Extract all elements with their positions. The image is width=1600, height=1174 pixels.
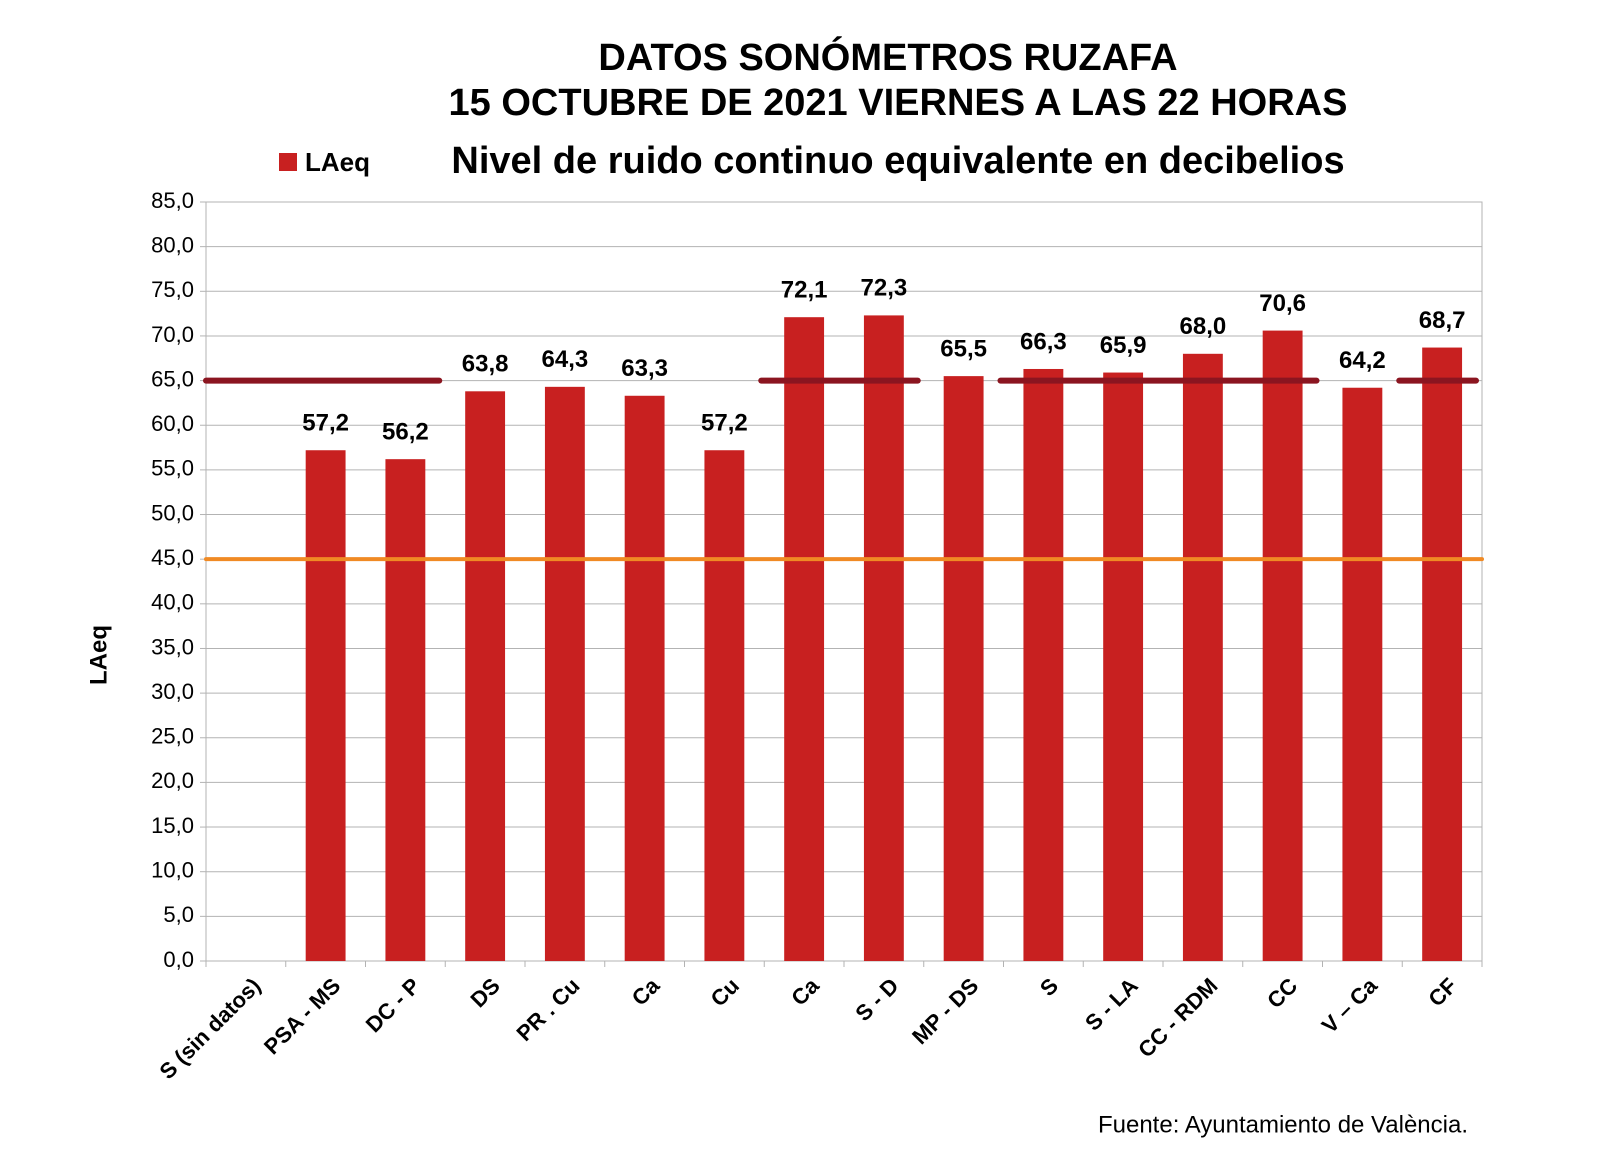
bar bbox=[465, 391, 506, 961]
y-tick-label: 15,0 bbox=[151, 813, 194, 838]
x-tick-label: CC - RDM bbox=[1133, 973, 1222, 1062]
data-label: 56,2 bbox=[382, 419, 429, 446]
y-tick-label: 45,0 bbox=[151, 545, 194, 570]
x-tick-label: DS bbox=[465, 973, 504, 1012]
data-label: 70,6 bbox=[1259, 290, 1306, 317]
bar bbox=[863, 315, 904, 961]
x-tick-label: Ca bbox=[627, 972, 665, 1010]
source: Fuente: Ayuntamiento de València. bbox=[1098, 1111, 1468, 1138]
bar bbox=[1182, 353, 1223, 961]
data-label: 66,3 bbox=[1020, 328, 1067, 355]
y-axis-label: LAeq bbox=[85, 625, 112, 685]
x-tick-label: MP - DS bbox=[907, 973, 983, 1049]
data-label: 68,7 bbox=[1419, 307, 1466, 334]
bar bbox=[704, 450, 745, 961]
bar bbox=[1023, 368, 1064, 962]
data-label: 64,3 bbox=[542, 346, 589, 373]
y-tick-label: 0,0 bbox=[163, 947, 194, 972]
y-tick-label: 70,0 bbox=[151, 322, 194, 347]
data-label: 63,8 bbox=[462, 351, 509, 378]
bar bbox=[1422, 347, 1463, 961]
y-tick-label: 80,0 bbox=[151, 232, 194, 257]
y-tick-label: 65,0 bbox=[151, 366, 194, 391]
y-tick-label: 35,0 bbox=[151, 634, 194, 659]
x-tick-label: S (sin datos) bbox=[154, 973, 265, 1084]
y-tick-label: 30,0 bbox=[151, 679, 194, 704]
x-tick-label: DC - P bbox=[361, 973, 425, 1037]
chart-title: 15 OCTUBRE DE 2021 VIERNES A LAS 22 HORA… bbox=[449, 82, 1348, 124]
x-tick-label: V – Ca bbox=[1317, 972, 1383, 1038]
y-tick-label: 60,0 bbox=[151, 411, 194, 436]
bar bbox=[784, 317, 825, 961]
legend-label: LAeq bbox=[305, 147, 370, 177]
bar bbox=[624, 395, 665, 961]
y-tick-label: 25,0 bbox=[151, 724, 194, 749]
data-label: 57,2 bbox=[701, 410, 748, 437]
x-tick-label: PR . Cu bbox=[512, 973, 585, 1046]
x-tick-label: S - LA bbox=[1080, 973, 1143, 1036]
x-tick-label: CC bbox=[1262, 973, 1302, 1013]
chart-title: DATOS SONÓMETROS RUZAFA bbox=[598, 35, 1177, 79]
data-label: 63,3 bbox=[621, 355, 668, 382]
y-tick-label: 50,0 bbox=[151, 500, 194, 525]
x-tick-label: CF bbox=[1423, 973, 1461, 1011]
chart-subtitle: Nivel de ruido continuo equivalente en d… bbox=[451, 140, 1344, 182]
y-tick-label: 20,0 bbox=[151, 768, 194, 793]
bar bbox=[305, 450, 346, 961]
data-label: 57,2 bbox=[302, 410, 349, 437]
y-tick-label: 10,0 bbox=[151, 858, 194, 883]
bar bbox=[544, 386, 585, 961]
data-label: 65,5 bbox=[940, 335, 987, 362]
bar bbox=[385, 459, 426, 961]
y-tick-label: 5,0 bbox=[163, 902, 194, 927]
x-tick-label: PSA - MS bbox=[259, 973, 345, 1059]
y-tick-label: 75,0 bbox=[151, 277, 194, 302]
data-label: 65,9 bbox=[1100, 332, 1147, 359]
legend-swatch bbox=[279, 153, 297, 171]
data-label: 72,3 bbox=[861, 275, 908, 302]
x-tick-label: S bbox=[1035, 973, 1063, 1001]
bar bbox=[943, 376, 984, 961]
y-tick-label: 85,0 bbox=[151, 188, 194, 213]
x-tick-label: Cu bbox=[706, 973, 744, 1011]
x-tick-label: S - D bbox=[850, 973, 903, 1026]
bar bbox=[1262, 330, 1303, 962]
y-tick-label: 40,0 bbox=[151, 590, 194, 615]
data-label: 72,1 bbox=[781, 277, 828, 304]
data-label: 68,0 bbox=[1180, 313, 1227, 340]
bar bbox=[1103, 372, 1144, 961]
bar bbox=[1342, 387, 1383, 961]
x-tick-label: Ca bbox=[786, 972, 824, 1010]
y-tick-label: 55,0 bbox=[151, 456, 194, 481]
data-label: 64,2 bbox=[1339, 347, 1386, 374]
